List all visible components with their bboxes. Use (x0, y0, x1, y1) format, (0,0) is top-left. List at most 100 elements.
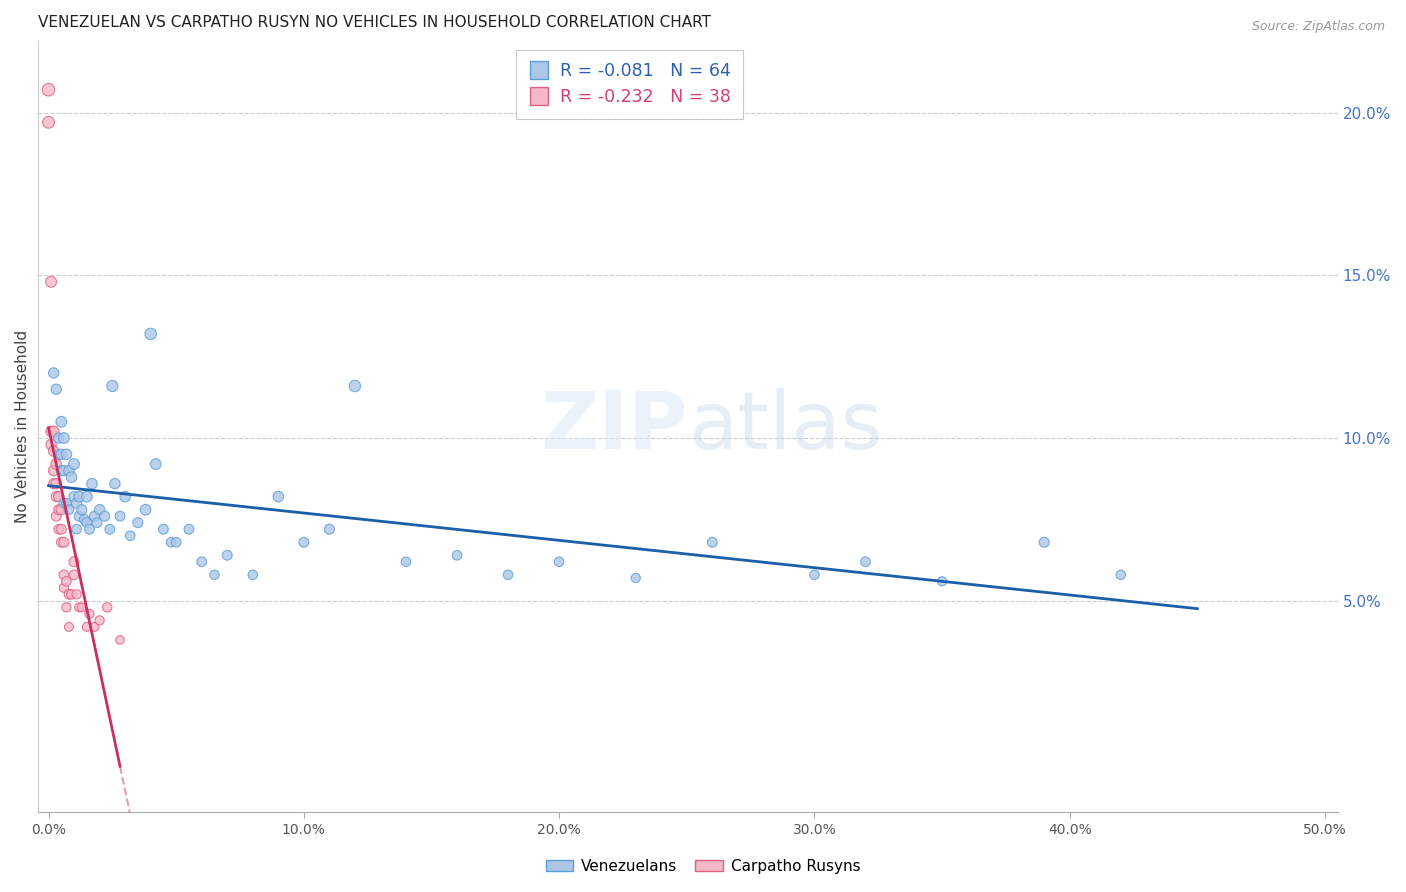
Point (42, 444, 65, 458)
Point (318, 522, 340, 536)
Point (38, 83, 60, 97)
Point (45, 490, 67, 504)
Point (80, 476, 103, 491)
Point (67, 509, 90, 524)
Point (76, 516, 98, 530)
Point (42, 464, 65, 478)
Point (58, 620, 80, 634)
Point (58, 502, 80, 516)
Point (190, 555, 212, 569)
Point (267, 490, 290, 504)
Point (1109, 567, 1132, 582)
Point (42, 366, 65, 380)
Point (48, 490, 70, 504)
Point (96, 600, 118, 615)
Point (55, 600, 77, 615)
Point (217, 548, 239, 562)
Point (127, 516, 149, 530)
Point (48, 431, 70, 445)
Point (83, 509, 105, 524)
Text: ZIP: ZIP (541, 388, 688, 466)
Point (48, 447, 70, 461)
Point (42, 425, 65, 439)
Point (51, 447, 73, 461)
Point (52, 567, 75, 582)
Point (73, 512, 96, 526)
Point (58, 587, 80, 601)
Point (60, 587, 83, 601)
Point (51, 535, 73, 549)
Point (931, 574, 953, 589)
Point (93, 509, 115, 524)
Point (343, 379, 366, 393)
Point (51, 464, 73, 478)
Legend: R = -0.081   N = 64, R = -0.232   N = 38: R = -0.081 N = 64, R = -0.232 N = 38 (516, 50, 742, 119)
Point (1033, 535, 1056, 549)
Point (292, 535, 315, 549)
Point (855, 555, 877, 569)
Point (446, 548, 468, 562)
Point (89, 613, 111, 627)
Point (101, 379, 124, 393)
Point (55, 496, 77, 510)
Point (70, 502, 93, 516)
Point (114, 490, 136, 504)
Point (51, 415, 73, 429)
Point (63, 555, 86, 569)
Point (242, 567, 264, 582)
Point (135, 502, 157, 516)
Text: atlas: atlas (688, 388, 883, 466)
Point (39, 437, 62, 451)
Point (67, 600, 90, 615)
Point (52, 496, 75, 510)
Point (45, 457, 67, 471)
Point (86, 516, 108, 530)
Point (108, 509, 131, 524)
Point (177, 522, 200, 536)
Point (67, 490, 90, 504)
Point (38, 115, 60, 129)
Point (65, 522, 87, 536)
Point (89, 502, 111, 516)
Point (52, 535, 75, 549)
Point (120, 529, 142, 543)
Point (79, 522, 101, 536)
Point (51, 502, 73, 516)
Point (55, 447, 77, 461)
Point (76, 620, 98, 634)
Text: VENEZUELAN VS CARPATHO RUSYN NO VEHICLES IN HOUSEHOLD CORRELATION CHART: VENEZUELAN VS CARPATHO RUSYN NO VEHICLES… (38, 15, 711, 30)
Point (63, 457, 86, 471)
Point (52, 464, 75, 478)
Text: Source: ZipAtlas.com: Source: ZipAtlas.com (1251, 20, 1385, 33)
Point (145, 457, 167, 471)
Point (803, 567, 825, 582)
Point (395, 555, 418, 569)
Point (79, 607, 101, 621)
Point (45, 476, 67, 491)
Point (63, 567, 86, 582)
Point (58, 464, 80, 478)
Point (160, 535, 183, 549)
Point (108, 632, 131, 647)
Point (63, 490, 86, 504)
Point (52, 581, 75, 595)
Point (98, 522, 121, 536)
Point (39, 425, 62, 439)
Point (548, 555, 571, 569)
Point (152, 522, 174, 536)
Point (39, 275, 62, 289)
Point (65, 587, 87, 601)
Point (204, 567, 226, 582)
Point (42, 476, 65, 491)
Point (51, 522, 73, 536)
Point (104, 476, 127, 491)
Point (48, 502, 70, 516)
Point (55, 574, 77, 589)
Y-axis label: No Vehicles in Household: No Vehicles in Household (15, 330, 30, 524)
Point (139, 326, 162, 341)
Point (52, 431, 75, 445)
Point (45, 382, 67, 396)
Legend: Venezuelans, Carpatho Rusyns: Venezuelans, Carpatho Rusyns (540, 853, 866, 880)
Point (60, 470, 83, 484)
Point (76, 490, 98, 504)
